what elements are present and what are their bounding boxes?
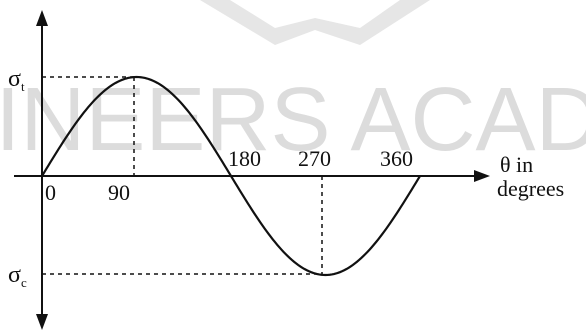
tick-label-90: 90 [108, 180, 130, 205]
x-axis-label-line2: degrees [497, 176, 564, 201]
tick-label-180: 180 [228, 146, 261, 171]
tick-label-0: 0 [45, 180, 56, 205]
x-axis-arrow [474, 170, 490, 182]
tick-label-360: 360 [380, 146, 413, 171]
y-axis-arrow-up [36, 10, 48, 26]
x-axis-label-line1: θ in [500, 152, 533, 177]
watermark-logo-shape [200, 0, 430, 45]
sine-stress-curve [41, 75, 421, 277]
sigma-c-label: σc [8, 262, 27, 290]
tick-label-270: 270 [298, 146, 331, 171]
y-axis-arrow-down [36, 314, 48, 330]
sigma-t-label: σt [8, 66, 25, 94]
watermark-text: GINEERS ACADE [0, 70, 586, 170]
